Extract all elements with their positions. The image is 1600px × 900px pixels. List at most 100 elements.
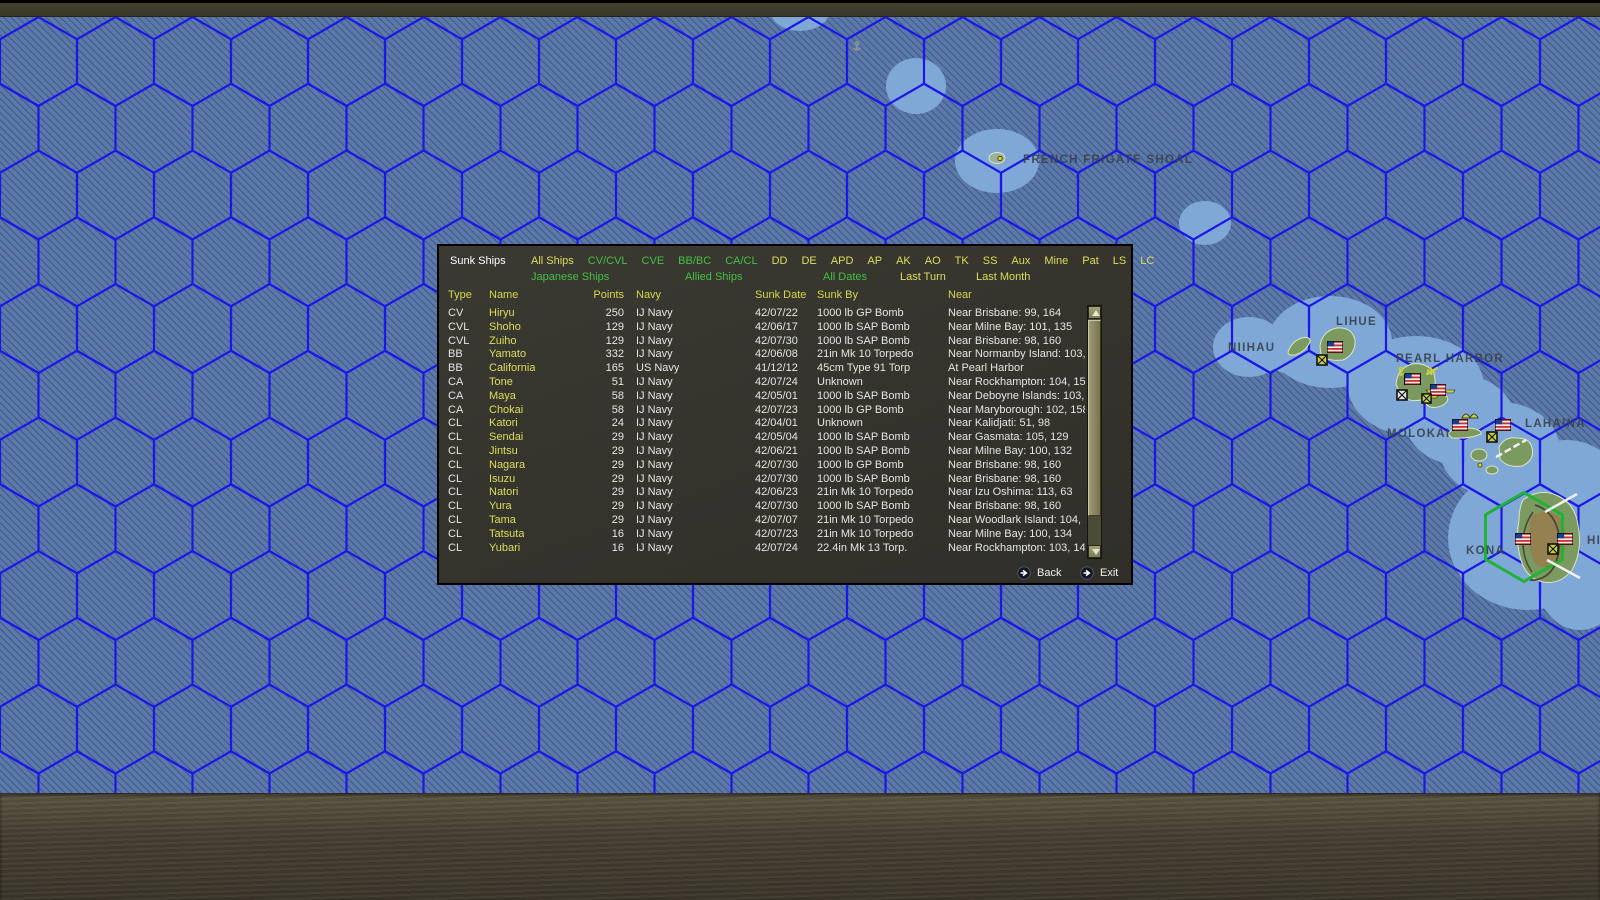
cell-name[interactable]: Katori [489,417,518,430]
base-box-icon[interactable] [1486,431,1498,443]
cell-by: 1000 lb SAP Bomb [817,389,910,402]
col-header-sunk-date: Sunk Date [755,289,807,301]
cell-name[interactable]: Tatsuta [489,527,525,540]
filter-allied-ships[interactable]: Allied Ships [685,271,743,283]
aircraft-icon [1425,366,1439,376]
cell-name[interactable]: Chokai [489,403,524,416]
back-button[interactable]: Back [1017,566,1061,580]
cell-name[interactable]: Hiryu [489,307,515,319]
cell-navy: IJ Navy [636,486,673,499]
atoll-base-dot[interactable] [997,155,1003,162]
base-box-icon[interactable] [1396,389,1408,401]
filter-ao[interactable]: AO [924,255,941,267]
us-flag-icon[interactable] [1327,341,1343,353]
cell-type: CL [448,486,463,499]
us-flag-icon[interactable] [1495,419,1511,431]
filter-ca-cl[interactable]: CA/CL [725,255,758,267]
cell-by: 1000 lb SAP Bomb [817,320,910,333]
filter-bb-bc[interactable]: BB/BC [678,255,712,267]
cell-near: Near Deboyne Islands: 103, 134 [948,389,1085,402]
cell-date: 42/07/24 [755,541,798,554]
us-flag-icon[interactable] [1557,533,1573,545]
cell-name[interactable]: Isuzu [489,472,516,485]
cell-by: 22.4in Mk 13 Torp. [817,541,908,554]
table-row: CL Tatsuta 16 IJ Navy 42/07/23 21in Mk 10 Tor… [439,528,1086,542]
ships-icon [1444,389,1456,394]
filter-ap[interactable]: AP [867,255,883,267]
us-flag-icon[interactable] [1404,373,1421,385]
table-row: BB California 165 US Navy 41/12/12 45cm Type … [439,362,1086,376]
table-row: BB Yamato 332 IJ Navy 42/06/08 21in Mk 10 Tor… [439,348,1086,362]
filter-mine[interactable]: Mine [1044,255,1069,267]
cell-name[interactable]: Sendai [489,431,524,444]
small-port-marker[interactable] [852,41,862,51]
table-scrollbar[interactable] [1087,305,1102,559]
filter-lc[interactable]: LC [1140,255,1155,267]
filter-cv-cvl[interactable]: CV/CVL [587,255,628,267]
filter-japanese-ships[interactable]: Japanese Ships [531,271,610,283]
cell-date: 42/07/22 [755,307,798,319]
filter-cve[interactable]: CVE [641,255,665,267]
us-flag-icon[interactable] [1430,384,1446,396]
scroll-up-button[interactable] [1088,306,1101,319]
table-row: CV Hiryu 250 IJ Navy 42/07/22 1000 lb GP Bomb… [439,307,1086,321]
filter-apd[interactable]: APD [830,255,854,267]
filter-de[interactable]: DE [801,255,817,267]
base-box-icon[interactable] [1547,543,1559,555]
us-flag-icon[interactable] [1452,419,1468,431]
cell-name[interactable]: Yura [489,500,512,513]
cell-navy: US Navy [636,362,680,375]
cell-by: 1000 lb SAP Bomb [817,431,910,444]
cell-navy: IJ Navy [636,472,673,485]
filter-dd[interactable]: DD [771,255,788,267]
filter-aux[interactable]: Aux [1011,255,1031,267]
cell-by: 1000 lb SAP Bomb [817,444,910,457]
filter-tk[interactable]: TK [954,255,969,267]
scrollbar-thumb[interactable] [1088,320,1101,516]
base-box-icon[interactable] [1316,354,1328,366]
cell-name[interactable]: Zuiho [489,334,517,347]
cell-navy: IJ Navy [636,431,673,444]
cell-near: Near Brisbane: 99, 164 [948,307,1062,319]
cell-type: CV [448,307,464,319]
cell-navy: IJ Navy [636,389,673,402]
selected-hex-highlight[interactable] [1484,490,1564,584]
cell-navy: IJ Navy [636,458,673,471]
filter-pat[interactable]: Pat [1082,255,1099,267]
scroll-down-button[interactable] [1088,545,1101,558]
base-box-icon[interactable] [1421,393,1432,404]
filter-ls[interactable]: LS [1112,255,1127,267]
cell-name[interactable]: Natori [489,486,519,499]
lanai-base-dot[interactable] [1477,462,1483,468]
cell-date: 42/07/30 [755,500,798,513]
cell-name[interactable]: Shoho [489,320,521,333]
filter-all-ships[interactable]: All Ships [531,255,574,267]
cell-name[interactable]: Tama [489,513,516,526]
cell-name[interactable]: Tone [489,375,513,388]
cell-navy: IJ Navy [636,527,673,540]
cell-name[interactable]: Nagara [489,458,526,471]
cell-points: 29 [611,431,624,444]
cell-type: CL [448,444,463,457]
filter-all-dates[interactable]: All Dates [823,271,868,283]
exit-button[interactable]: Exit [1080,566,1118,580]
col-header-sunk-by: Sunk By [817,289,858,301]
cell-name[interactable]: Yamato [489,348,527,361]
cell-name[interactable]: Jintsu [489,444,518,457]
filter-ak[interactable]: AK [896,255,911,267]
cell-type: CL [448,431,463,444]
exit-button-label: Exit [1100,567,1119,579]
filter-last-turn[interactable]: Last Turn [900,271,946,283]
cell-navy: IJ Navy [636,513,673,526]
table-row: CL Yura 29 IJ Navy 42/07/30 1000 lb SAP Bomb N… [439,500,1086,514]
filter-last-month[interactable]: Last Month [976,271,1031,283]
cell-name[interactable]: California [489,362,536,375]
col-header-navy: Navy [636,289,662,301]
us-flag-icon[interactable] [1515,533,1531,545]
cell-by: 45cm Type 91 Torp [817,362,911,375]
cell-name[interactable]: Yubari [489,541,521,554]
cell-points: 250 [605,307,624,319]
cell-name[interactable]: Maya [489,389,516,402]
filter-ss[interactable]: SS [982,255,998,267]
col-header-name: Name [489,289,519,301]
